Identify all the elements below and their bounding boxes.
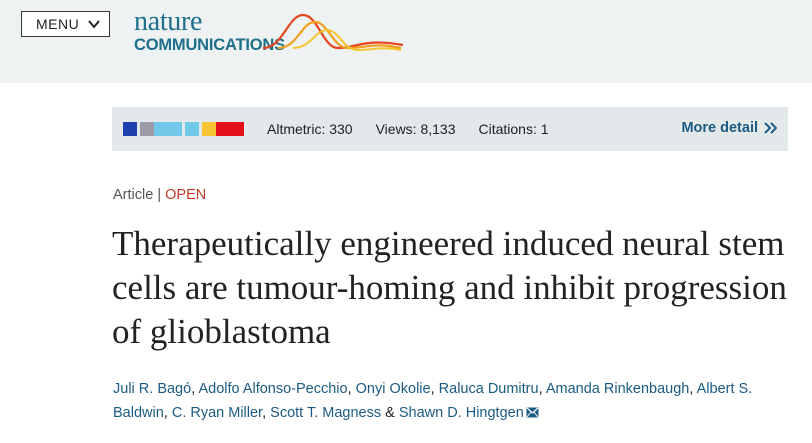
logo-wave-graphic	[262, 13, 404, 52]
author-link[interactable]: Adolfo Alfonso-Pecchio	[198, 381, 348, 397]
altmetric-square	[154, 122, 168, 136]
author-link[interactable]: Juli R. Bagó	[113, 381, 192, 397]
altmetric-square	[202, 122, 216, 136]
logo-communications-text: COMMUNICATIONS	[134, 36, 285, 54]
menu-button[interactable]: MENU	[21, 11, 110, 37]
author-separator: ,	[538, 381, 546, 397]
altmetric-square	[123, 122, 137, 136]
author-separator: ,	[347, 381, 356, 397]
author-link[interactable]: C. Ryan Miller	[171, 405, 263, 421]
altmetric-square	[230, 122, 244, 136]
views-count: Views: 8,133	[375, 121, 456, 137]
author-list: Juli R. Bagó, Adolfo Alfonso-Pecchio, On…	[113, 377, 793, 425]
logo-nature-text: nature	[134, 6, 203, 37]
author-separator: ,	[262, 405, 271, 421]
altmetric-badge[interactable]	[123, 122, 244, 136]
more-detail-label: More detail	[681, 120, 758, 136]
more-detail-link[interactable]: More detail	[681, 120, 777, 136]
altmetric-square	[185, 122, 199, 136]
altmetric-square	[168, 122, 182, 136]
citations-count: Citations: 1	[478, 121, 549, 137]
altmetric-score: Altmetric: 330	[267, 121, 353, 137]
nature-communications-logo[interactable]: nature COMMUNICATIONS	[133, 6, 408, 60]
article-type-separator: |	[157, 187, 162, 203]
author-separator: ,	[163, 405, 172, 421]
author-link[interactable]: Scott T. Magness	[270, 405, 382, 421]
email-icon[interactable]	[526, 407, 539, 418]
author-separator: &	[381, 405, 399, 421]
altmetric-square	[216, 122, 230, 136]
author-separator: ,	[191, 381, 199, 397]
open-access-label: OPEN	[165, 187, 207, 203]
author-separator: ,	[430, 381, 439, 397]
article-type-line: Article | OPEN	[113, 187, 206, 203]
author-separator: ,	[689, 381, 697, 397]
author-link[interactable]: Amanda Rinkenbaugh	[545, 381, 690, 397]
menu-label: MENU	[36, 16, 80, 32]
article-type: Article	[113, 187, 154, 203]
top-header: MENU nature COMMUNICATIONS	[0, 0, 812, 83]
altmetric-square	[140, 122, 154, 136]
article-title: Therapeutically engineered induced neura…	[112, 224, 787, 351]
article-metrics-bar: Altmetric: 330 Views: 8,133 Citations: 1…	[112, 107, 788, 151]
author-link[interactable]: Shawn D. Hingtgen	[398, 405, 524, 421]
author-link[interactable]: Onyi Okolie	[355, 381, 431, 397]
double-chevron-right-icon	[764, 122, 777, 134]
chevron-down-icon	[88, 20, 101, 29]
author-link[interactable]: Albert S. Baldwin	[113, 381, 753, 421]
author-link[interactable]: Raluca Dumitru	[438, 381, 539, 397]
